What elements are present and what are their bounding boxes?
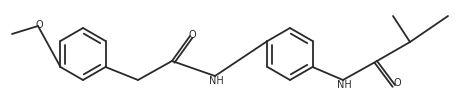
Text: O: O	[35, 20, 43, 30]
Text: O: O	[393, 78, 401, 88]
Text: NH: NH	[209, 76, 224, 86]
Text: O: O	[188, 30, 196, 40]
Text: NH: NH	[337, 80, 351, 90]
